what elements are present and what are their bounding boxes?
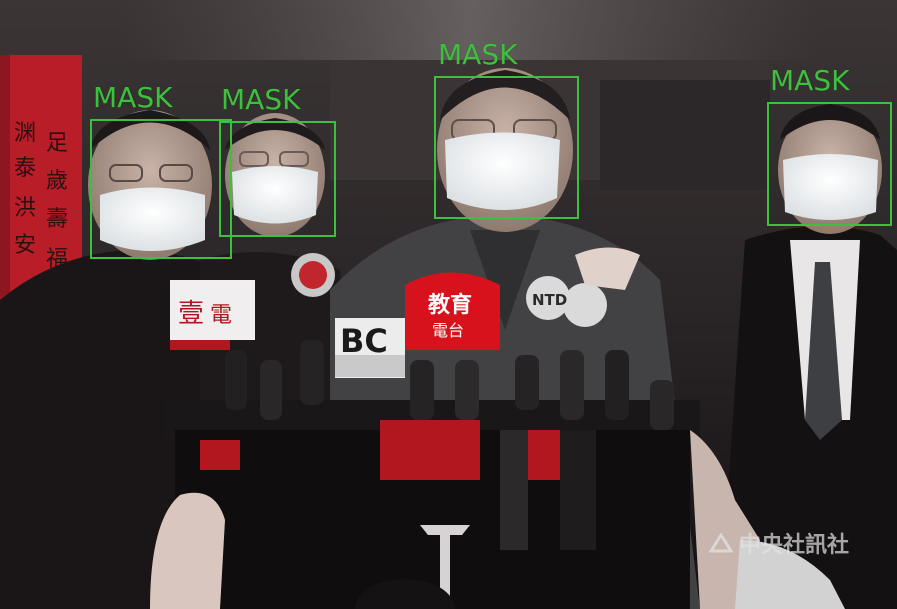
svg-text:渊: 渊 — [14, 121, 36, 146]
watermark-text: 中央社訊社 — [738, 533, 849, 558]
wall-panel-dark — [600, 80, 770, 190]
mic-flag-1: 壹 電 — [170, 280, 255, 350]
svg-text:洪: 洪 — [14, 196, 36, 221]
svg-text:歲: 歲 — [46, 169, 68, 194]
person-right — [720, 104, 897, 609]
svg-text:足: 足 — [46, 131, 68, 156]
svg-text:BC: BC — [340, 322, 388, 360]
svg-text:壹: 壹 — [178, 299, 204, 329]
ceiling-light — [120, 0, 820, 60]
cna-watermark: 中央社訊社 — [708, 527, 849, 559]
svg-text:壽: 壽 — [46, 207, 68, 232]
svg-text:NTD: NTD — [532, 291, 567, 309]
foreground-arms — [150, 247, 845, 609]
mic-flag-4: NTD — [526, 276, 607, 327]
mic-flag-2: BC — [335, 318, 405, 378]
svg-text:教育: 教育 — [428, 292, 472, 318]
svg-text:安: 安 — [14, 233, 36, 258]
mic-flag-3: 教育 電台 — [405, 272, 500, 350]
svg-text:電: 電 — [210, 303, 232, 328]
svg-text:泰: 泰 — [14, 156, 36, 181]
cna-logo-icon — [708, 533, 733, 553]
microphone-cluster: 壹 電 BC 教育 電台 NTD — [165, 253, 700, 609]
svg-text:電台: 電台 — [432, 321, 464, 340]
